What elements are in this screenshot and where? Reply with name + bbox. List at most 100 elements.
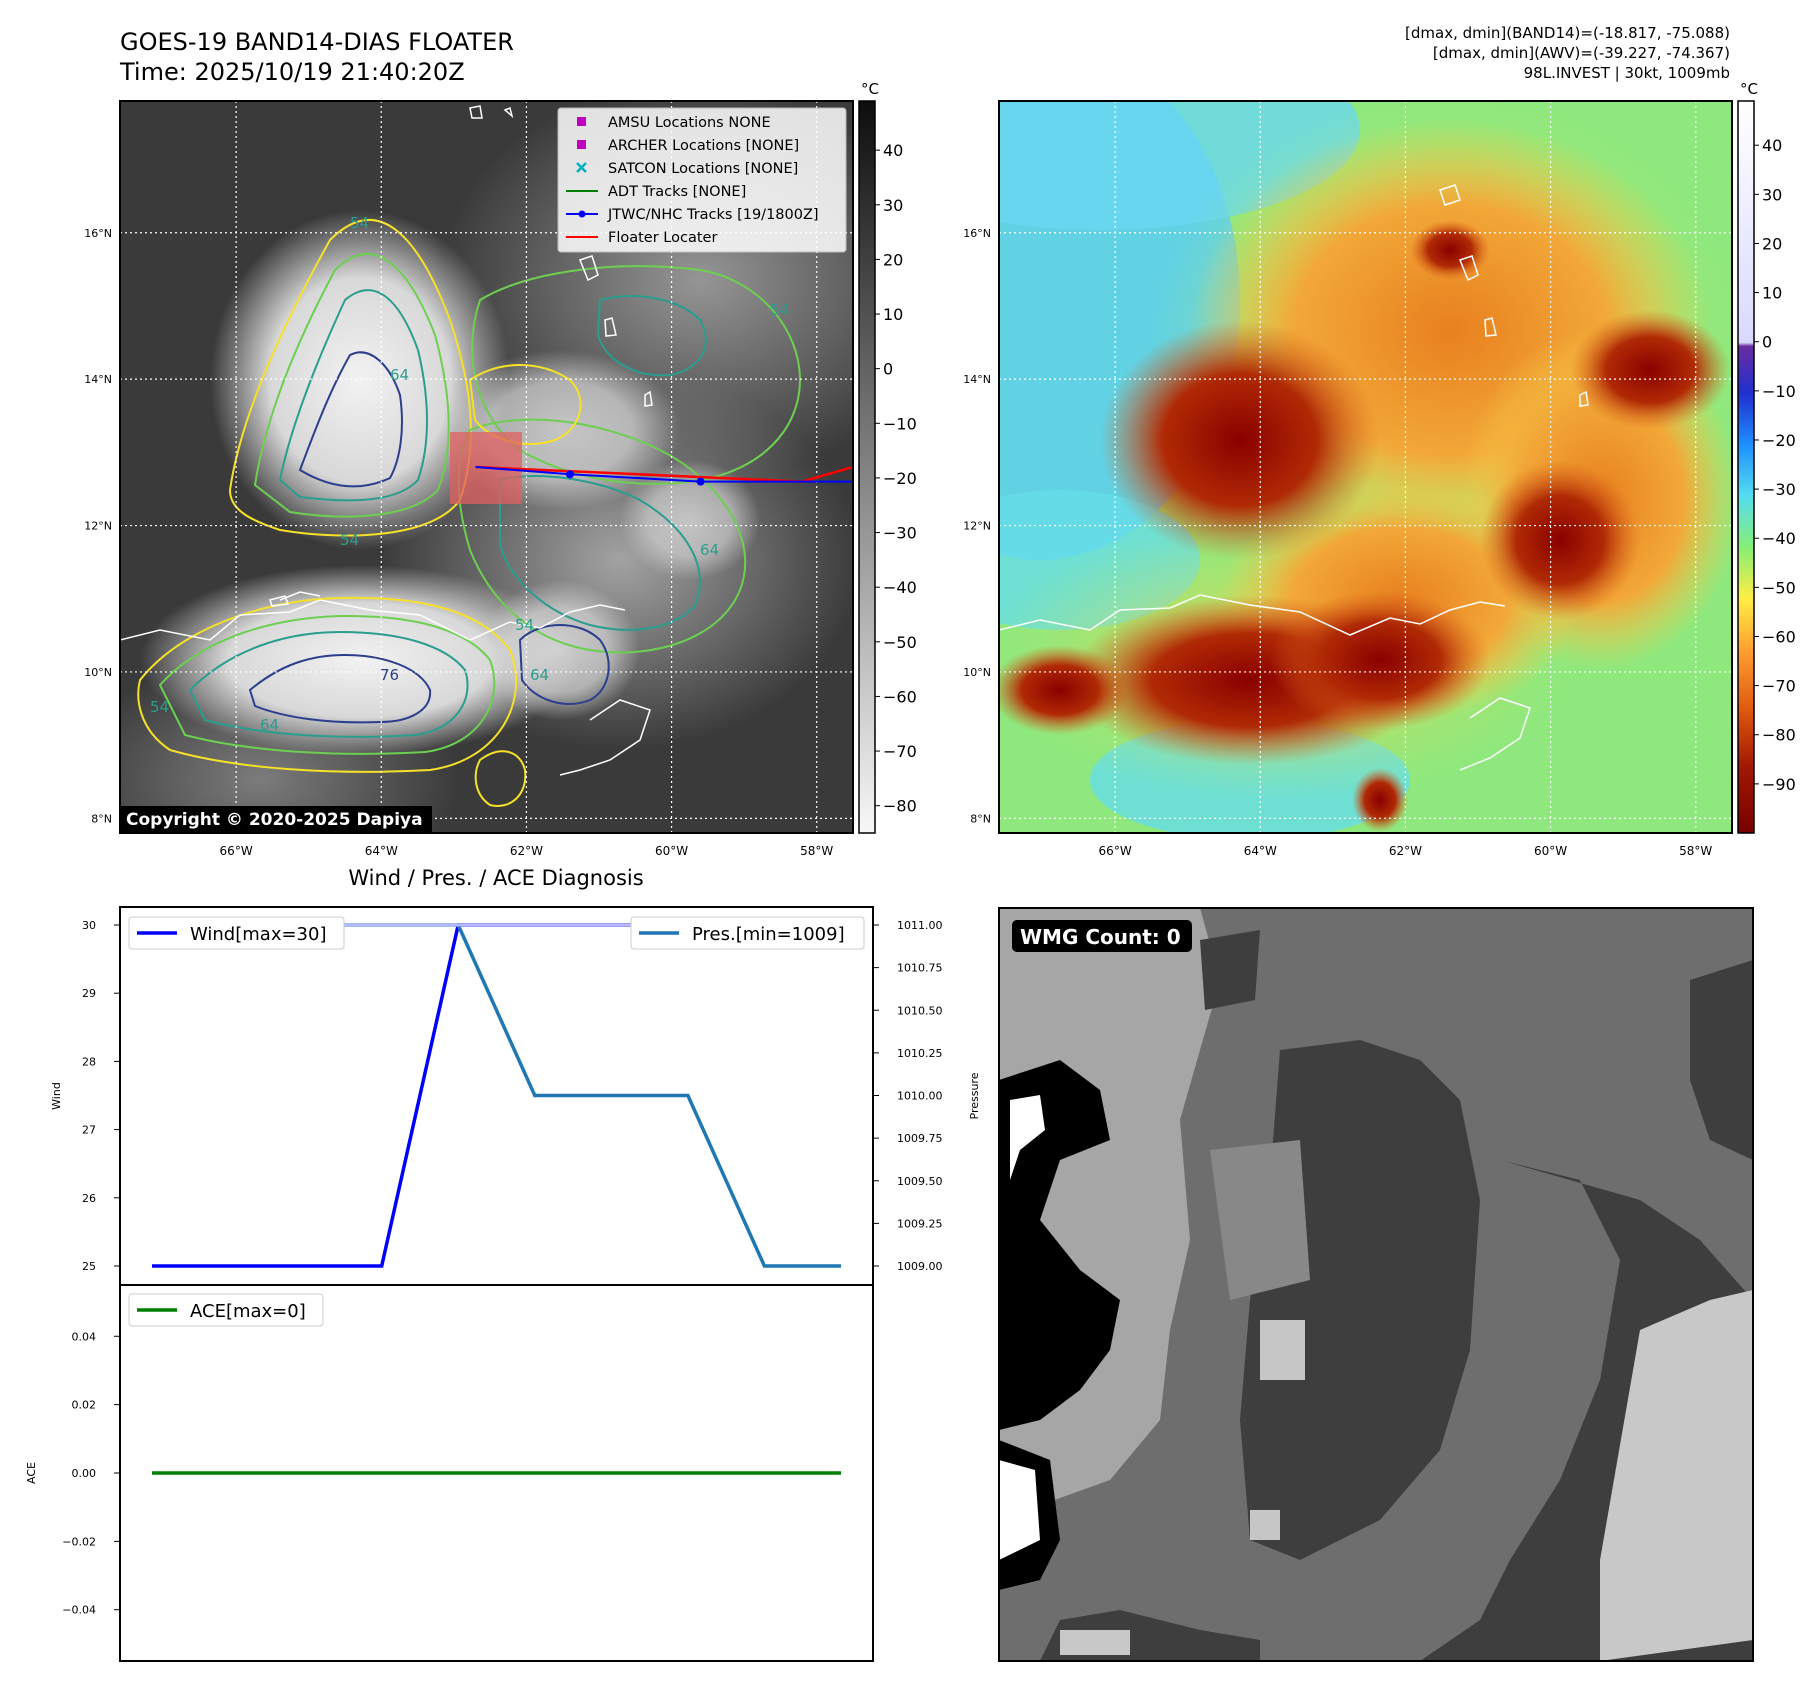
legend-item: ARCHER Locations [NONE] xyxy=(577,138,799,154)
ir-coastline-south-america xyxy=(120,599,626,641)
contour-label: 64 xyxy=(260,716,279,734)
ir-lon-tick-labels: 66°W 64°W 62°W 60°W 58°W xyxy=(220,844,834,858)
colorbar-tick-label: 20 xyxy=(1762,234,1782,253)
colorbar-tick-label: 0 xyxy=(1762,333,1772,352)
colorbar-tick-label: 40 xyxy=(883,141,903,160)
colorbar-tick-label: 10 xyxy=(1762,284,1782,303)
ace-tick-label: 0.04 xyxy=(72,1330,97,1343)
lon-tick-label: 64°W xyxy=(365,844,398,858)
pressure-tick-label: 1010.50 xyxy=(897,1004,943,1017)
ace-chart: 0.04 0.02 0.00 −0.02 −0.04 ACE[max=0] ACE xyxy=(25,1284,874,1662)
legend-marker xyxy=(577,140,586,149)
ace-tick-label: −0.04 xyxy=(62,1604,96,1617)
pressure-legend-label: Pres.[min=1009] xyxy=(692,924,845,945)
awv-lat-tick-labels: 16°N 14°N 12°N 10°N 8°N xyxy=(963,227,991,826)
contour-label: 64 xyxy=(700,541,719,559)
colorbar-tick-label: 30 xyxy=(1762,185,1782,204)
track-point xyxy=(696,477,705,486)
lon-tick-label: 62°W xyxy=(1389,844,1422,858)
colorbar-tick-label: −40 xyxy=(1762,529,1796,548)
wind-tick-label: 30 xyxy=(82,919,96,932)
lat-tick-label: 14°N xyxy=(84,373,112,386)
ace-axis-label: ACE xyxy=(25,1462,38,1484)
lon-tick-label: 62°W xyxy=(510,844,543,858)
awv-hot-core-north xyxy=(1100,320,1380,560)
wind-legend: Wind[max=30] xyxy=(128,916,345,950)
ir-colorbar xyxy=(858,100,876,834)
contour-label: 54 xyxy=(340,531,359,549)
colorbar-tick-label: −10 xyxy=(1762,382,1796,401)
colorbar-tick-label: −60 xyxy=(883,687,917,706)
colorbar-tick-label: −70 xyxy=(1762,677,1796,696)
colorbar-tick-label: 40 xyxy=(1762,136,1782,155)
awv-colorbar xyxy=(1737,100,1755,834)
wind-pressure-frame xyxy=(119,906,874,1286)
awv-colorbar-ticks: 40 30 20 10 0 −10 −20 −30 −40 −50 −60 −70 −80 −90 xyxy=(1754,136,1796,794)
contour-label: 64 xyxy=(390,366,409,384)
lon-tick-label: 60°W xyxy=(1534,844,1567,858)
legend-label: Floater Locater xyxy=(608,230,717,246)
colorbar-tick-label: 30 xyxy=(883,196,903,215)
lon-tick-label: 58°W xyxy=(800,844,833,858)
jtwc-nhc-track-points xyxy=(565,470,705,486)
lon-tick-label: 64°W xyxy=(1244,844,1277,858)
contour-label: 54 xyxy=(770,301,789,319)
lon-tick-label: 58°W xyxy=(1679,844,1712,858)
wind-tick-label: 26 xyxy=(82,1192,96,1205)
pressure-axis-label: Pressure xyxy=(968,1072,981,1119)
ir-coastline-trinidad xyxy=(559,699,651,776)
pressure-tick-label: 1009.50 xyxy=(897,1175,943,1188)
legend-label: AMSU Locations NONE xyxy=(608,115,771,131)
ace-legend: ACE[max=0] xyxy=(128,1293,324,1327)
ir-colorbar-ticks: 40 30 20 10 0 −10 −20 −30 −40 −50 −60 −70 −80 xyxy=(875,141,917,816)
colorbar-tick-label: −50 xyxy=(883,633,917,652)
ace-legend-label: ACE[max=0] xyxy=(190,1301,306,1322)
wind-pressure-chart: 25 26 27 28 29 30 1009.00 1009.25 1009.50 1009.75… xyxy=(50,906,981,1286)
lat-tick-label: 10°N xyxy=(963,666,991,679)
wmg-panel-frame xyxy=(998,907,1754,1662)
contour-label: 54 xyxy=(350,214,369,232)
awv-coastline-trinidad xyxy=(1459,697,1531,771)
legend-label: SATCON Locations [NONE] xyxy=(608,161,798,177)
legend-item: ADT Tracks [NONE] xyxy=(566,184,746,200)
ir-contour-labels: 54 64 54 64 76 54 64 54 64 54 xyxy=(150,214,789,734)
colorbar-tick-label: −40 xyxy=(883,578,917,597)
pressure-tick-label: 1009.75 xyxy=(897,1132,943,1145)
ir-lat-tick-labels: 16°N 14°N 12°N 10°N 8°N xyxy=(84,227,112,826)
diagnosis-title: Wind / Pres. / ACE Diagnosis xyxy=(348,866,643,890)
ir-legend-box xyxy=(557,107,847,253)
figure-title-line2: Time: 2025/10/19 21:40:20Z xyxy=(119,58,465,86)
legend-item: SATCON Locations [NONE] xyxy=(576,161,798,177)
colorbar-tick-label: −60 xyxy=(1762,627,1796,646)
ir-cloud-cluster-north xyxy=(210,210,510,550)
colorbar-tick-label: −20 xyxy=(1762,431,1796,450)
awv-gridlines xyxy=(999,101,1732,833)
lat-tick-label: 16°N xyxy=(84,227,112,240)
legend-item: AMSU Locations NONE xyxy=(577,115,771,131)
colorbar-tick-label: 0 xyxy=(883,360,893,379)
contour-label: 54 xyxy=(515,616,534,634)
colorbar-tick-label: −70 xyxy=(883,742,917,761)
awv-lon-tick-labels: 66°W 64°W 62°W 60°W 58°W xyxy=(1099,844,1713,858)
awv-panel-frame xyxy=(998,100,1733,834)
legend-item: JTWC/NHC Tracks [19/1800Z] xyxy=(566,207,819,223)
awv-colorbar-unit: °C xyxy=(1740,80,1758,98)
ir-colorbar-unit: °C xyxy=(861,80,879,98)
awv-range: [dmax, dmin](AWV)=(-39.227, -74.367) xyxy=(1433,44,1730,62)
wmg-count-label: WMG Count: 0 xyxy=(1020,925,1181,949)
colorbar-tick-label: 10 xyxy=(883,305,903,324)
wind-legend-label: Wind[max=30] xyxy=(190,924,327,945)
legend-marker xyxy=(576,162,587,173)
contour-label: 76 xyxy=(380,666,399,684)
wmg-panel: WMG Count: 0 xyxy=(998,907,1754,1662)
pressure-tick-label: 1009.25 xyxy=(897,1217,943,1230)
legend-marker-dot xyxy=(578,210,586,218)
wmg-count-box xyxy=(1012,920,1192,952)
ir-legend: AMSU Locations NONE ARCHER Locations [NON… xyxy=(557,107,847,253)
lat-tick-label: 10°N xyxy=(84,666,112,679)
pressure-legend: Pres.[min=1009] xyxy=(630,916,865,950)
band14-range: [dmax, dmin](BAND14)=(-18.817, -75.088) xyxy=(1405,24,1730,42)
awv-coastline-south-america xyxy=(999,594,1506,636)
colorbar-tick-label: −30 xyxy=(1762,480,1796,499)
